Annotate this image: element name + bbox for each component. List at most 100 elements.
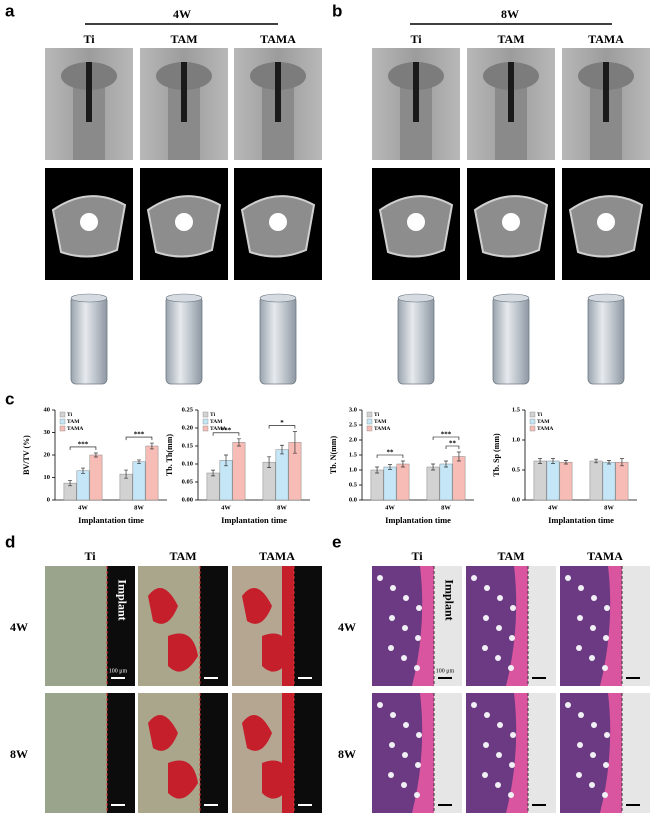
error-bar	[594, 458, 599, 464]
marrow-cell	[403, 595, 409, 601]
new-bone	[148, 588, 198, 672]
legend-swatch	[59, 411, 66, 418]
render-3d	[70, 295, 108, 385]
marrow-cell	[603, 762, 609, 768]
marrow-cell	[414, 792, 420, 798]
panel-label: a	[5, 1, 15, 20]
implant-region	[434, 693, 462, 813]
marrow-cell	[483, 615, 489, 621]
column-label: Ti	[84, 549, 96, 563]
error-bar	[456, 451, 461, 462]
y-tick-label: 0.00	[182, 496, 193, 503]
y-tick-label: 1.0	[349, 466, 357, 473]
error-bar	[431, 463, 436, 471]
marrow-cell	[471, 702, 477, 708]
group-label: Ti	[83, 32, 95, 46]
column-label: TAMA	[259, 549, 295, 563]
error-bar	[68, 480, 73, 487]
significance-label: **	[387, 449, 395, 457]
ct-implant	[597, 213, 615, 231]
marrow-cell	[415, 635, 421, 641]
histology-tissue	[45, 693, 107, 813]
error-bar	[375, 466, 380, 474]
x-tick-label: 8W	[604, 504, 614, 511]
new-bone	[412, 566, 434, 686]
new-bone	[282, 693, 294, 813]
marrow-cell	[377, 702, 383, 708]
marrow-cell	[495, 655, 501, 661]
y-tick-label: 30	[44, 429, 51, 436]
error-bar	[224, 454, 228, 467]
marrow-cell	[482, 645, 488, 651]
x-tick-label: 8W	[277, 504, 287, 511]
implant	[86, 62, 92, 122]
marrow-cell	[508, 665, 514, 671]
render-top	[397, 293, 435, 303]
significance-bracket	[268, 425, 296, 429]
significance-label: *	[280, 419, 284, 427]
marrow-cell	[496, 625, 502, 631]
x-axis-label: Implantation time	[385, 515, 451, 525]
marrow-cell	[482, 772, 488, 778]
significance-label: ***	[441, 431, 452, 439]
group-label: TAM	[497, 32, 524, 46]
scale-text: 100 μm	[436, 668, 455, 674]
x-tick-label: 4W	[78, 504, 88, 511]
error-bar	[81, 467, 85, 474]
marrow-cell	[415, 762, 421, 768]
y-tick-label: 40	[44, 406, 51, 413]
significance-bracket	[432, 436, 460, 440]
marrow-cell	[484, 712, 490, 718]
implant	[275, 62, 281, 122]
x-axis-label: Implantation time	[548, 515, 614, 525]
marrow-cell	[388, 645, 394, 651]
marrow-cell	[471, 575, 477, 581]
marrow-cell	[565, 702, 571, 708]
new-bone	[282, 566, 294, 686]
marrow-cell	[578, 712, 584, 718]
bar	[589, 460, 603, 501]
ct-implant	[407, 213, 425, 231]
row-label: 8W	[338, 747, 356, 761]
legend-label: Ti	[210, 412, 216, 418]
marrow-cell	[497, 595, 503, 601]
y-tick-label: 0.10	[182, 460, 193, 467]
marrow-cell	[508, 792, 514, 798]
new-bone	[600, 566, 622, 686]
row-label: 8W	[10, 747, 28, 761]
group-label: TAMA	[260, 32, 296, 46]
x-tick-label: 4W	[221, 504, 231, 511]
significance-bracket	[445, 445, 460, 449]
new-bone	[412, 693, 434, 813]
error-bar	[400, 460, 405, 468]
legend-swatch	[529, 418, 536, 425]
x-axis-label: Implantation time	[78, 515, 144, 525]
implant-region	[528, 693, 556, 813]
y-axis-label: Tb. Sp (mm)	[492, 433, 501, 477]
bar	[426, 466, 440, 501]
histology-tissue	[45, 566, 107, 686]
marrow-cell	[389, 742, 395, 748]
implant-region	[294, 693, 322, 813]
bar	[439, 463, 453, 501]
marrow-cell	[577, 742, 583, 748]
ct-implant	[175, 213, 193, 231]
y-tick-label: 10	[44, 474, 51, 481]
legend-label: TAM	[210, 419, 223, 425]
marrow-cell	[576, 645, 582, 651]
significance-label: ***	[221, 426, 232, 434]
marrow-cell	[591, 722, 597, 728]
render-top	[259, 293, 297, 303]
row-label: 4W	[10, 620, 28, 634]
render-top	[165, 293, 203, 303]
marrow-cell	[414, 665, 420, 671]
column-label: TAM	[497, 549, 524, 563]
error-bar	[388, 464, 392, 470]
legend-label: TAMA	[67, 426, 83, 432]
y-tick-label: 0.25	[182, 406, 194, 413]
bar	[602, 461, 616, 501]
new-bone	[506, 693, 528, 813]
bar	[132, 461, 146, 501]
implant-region	[107, 566, 135, 686]
y-tick-label: 2.0	[349, 436, 357, 443]
